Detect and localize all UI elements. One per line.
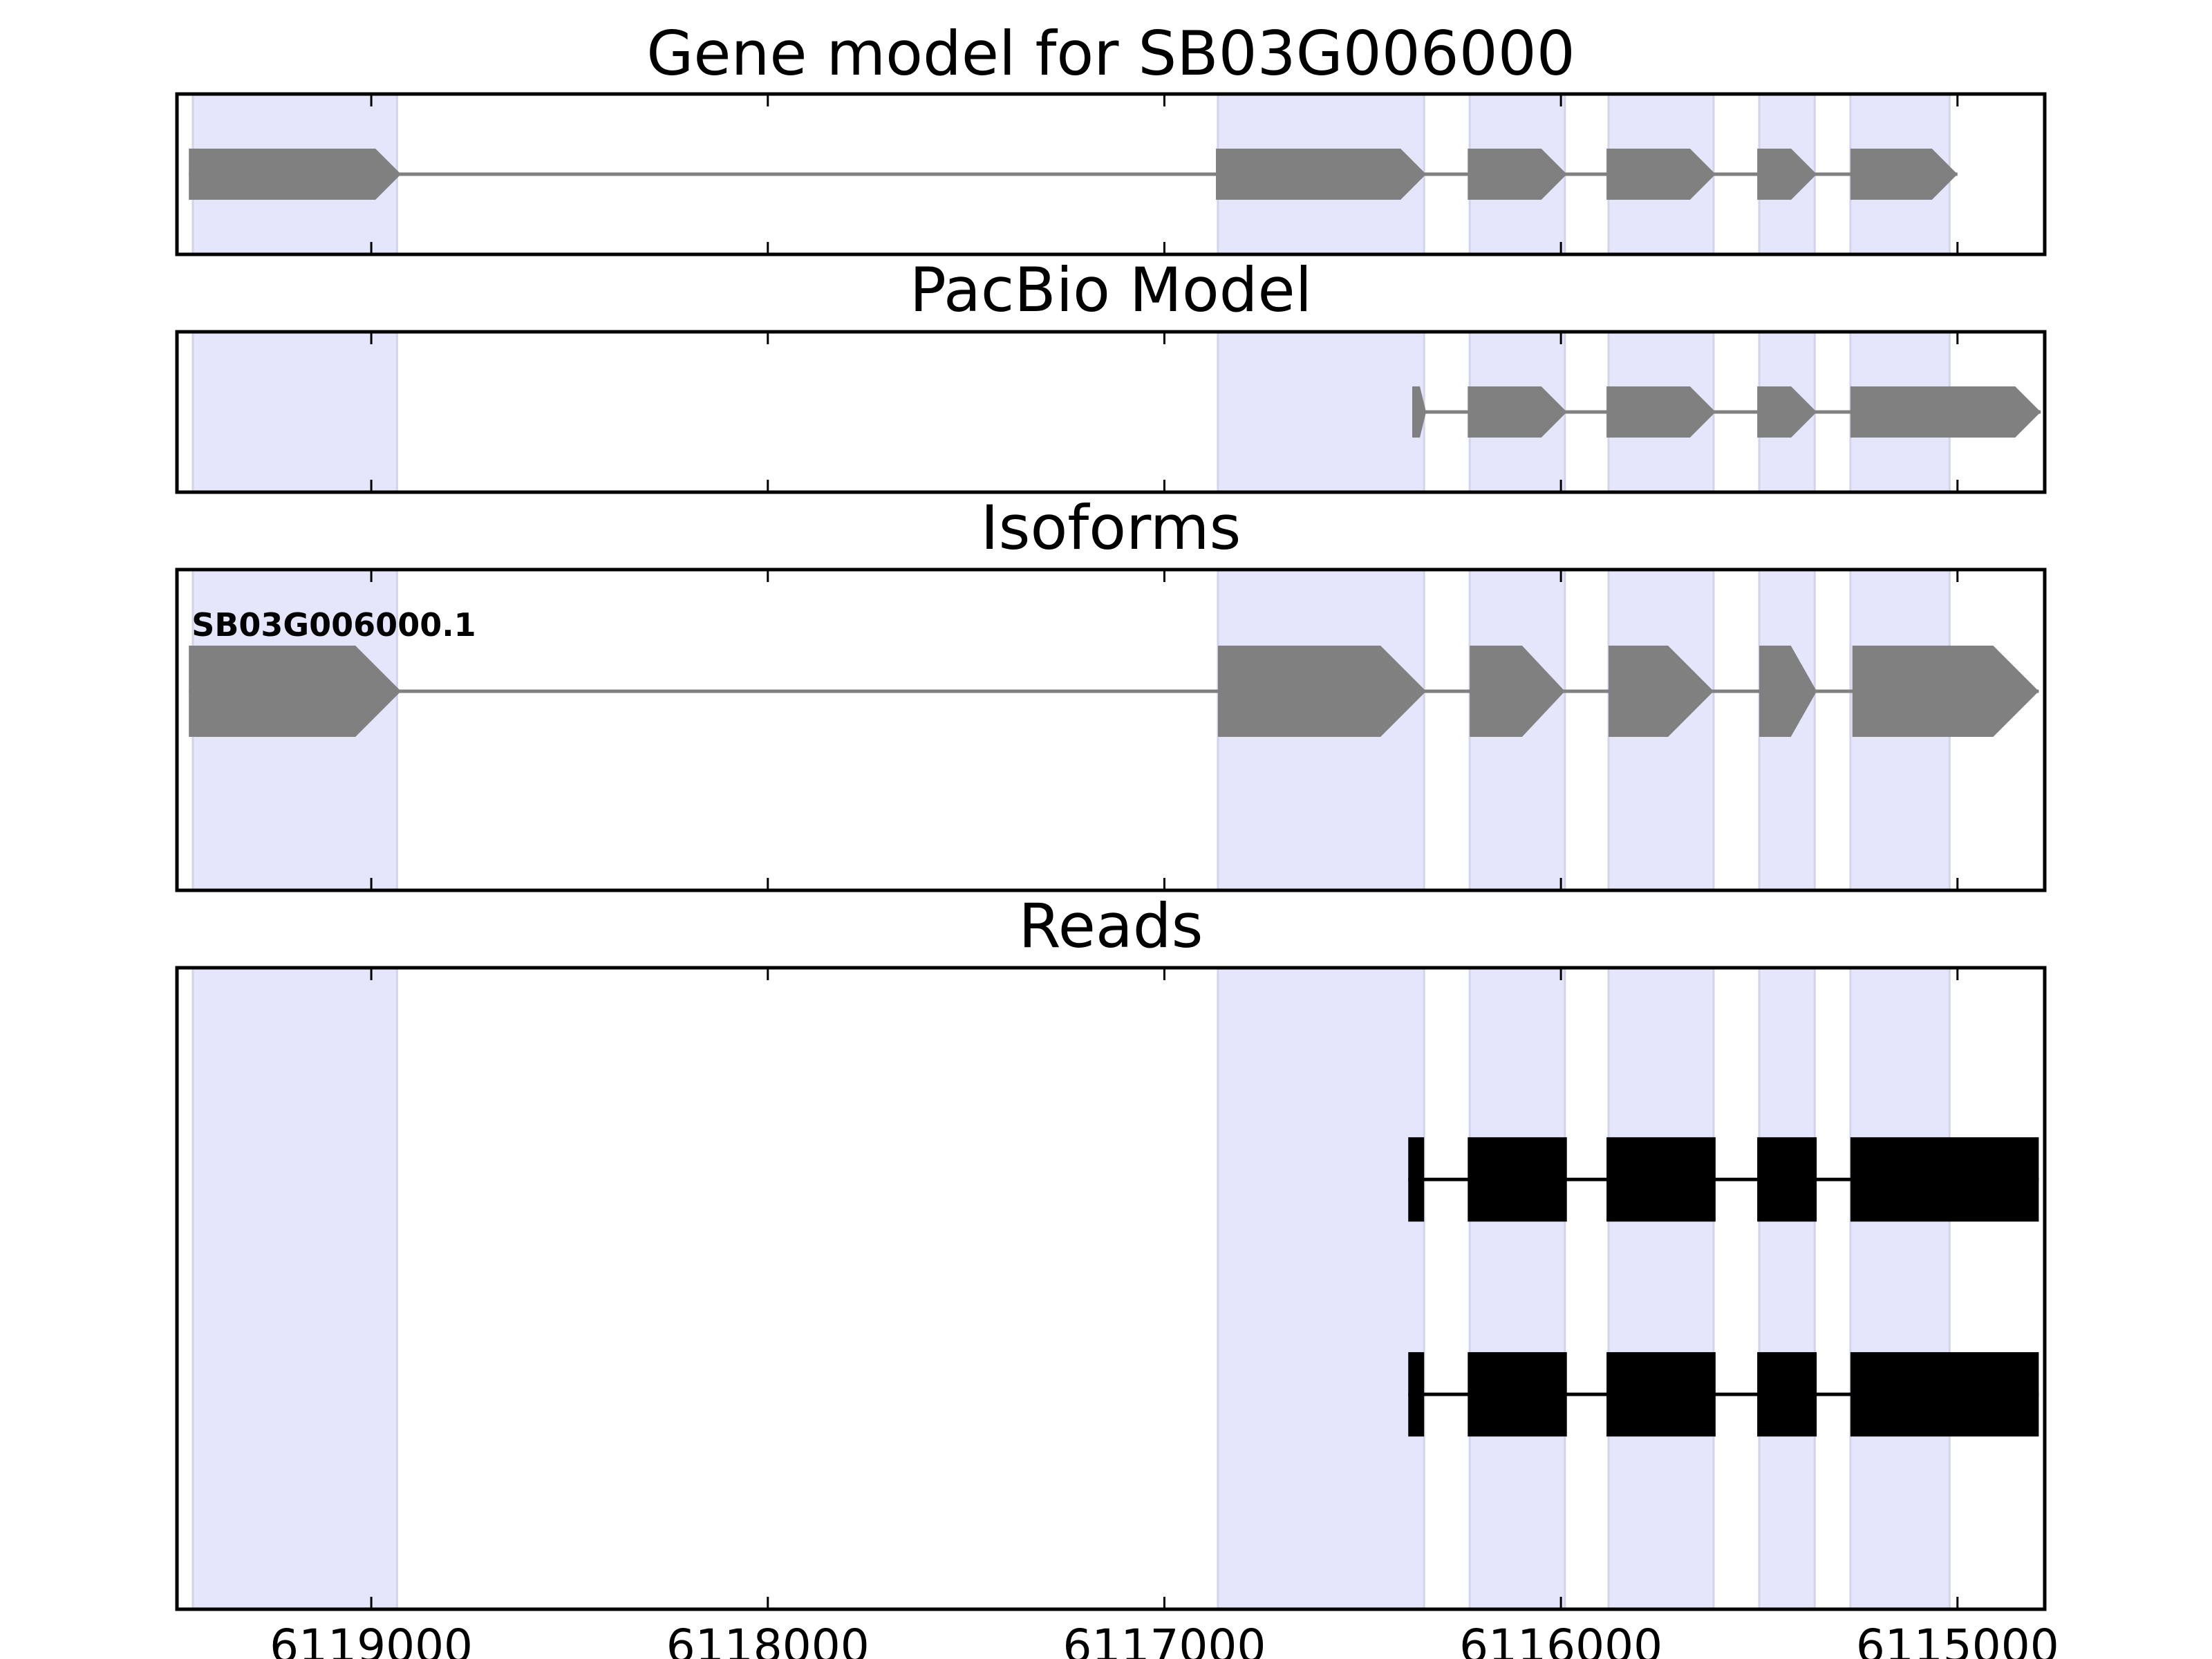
exon-arrow <box>1850 149 1958 200</box>
read-exon-block <box>1408 1137 1425 1222</box>
exon-arrow <box>1759 646 1817 737</box>
exon-arrow <box>1852 646 2039 737</box>
isoform-label: SB03G006000.1 <box>191 606 476 644</box>
highlight-region <box>1607 968 1715 1609</box>
read-exon-block <box>1757 1352 1817 1437</box>
read-exon-block <box>1606 1352 1716 1437</box>
x-tick-label: 6117000 <box>1062 1620 1266 1659</box>
panel-title: Reads <box>1019 890 1203 962</box>
exon-arrow <box>1606 149 1716 200</box>
exon-arrow <box>1216 149 1427 200</box>
panel-title: PacBio Model <box>910 254 1312 326</box>
axes-frame <box>175 568 2047 892</box>
axes-frame <box>175 330 2047 494</box>
x-tick-label: 6119000 <box>270 1620 473 1659</box>
plot-area <box>191 968 2039 1609</box>
plot-area <box>191 332 2041 492</box>
exon-arrow <box>1470 646 1565 737</box>
panel-model-0: Gene model for SB03G006000 <box>175 18 2047 256</box>
highlight-region <box>191 968 398 1609</box>
panel-reads-3: Reads 6119000 6118000 6117000 6116000 6115000 <box>175 890 2059 1659</box>
x-tick-label: 6116000 <box>1459 1620 1662 1659</box>
x-tick-label: 6118000 <box>666 1620 870 1659</box>
panel-title: Gene model for SB03G006000 <box>646 18 1575 89</box>
read-exon-block <box>1850 1137 2039 1222</box>
panel-title: Isoforms <box>981 492 1241 563</box>
exon-arrow <box>1757 149 1817 200</box>
read-exon-block <box>1408 1352 1425 1437</box>
read-exon-block <box>1757 1137 1817 1222</box>
exon-arrow <box>1850 386 2041 438</box>
exon-arrow <box>1608 646 1714 737</box>
read-exon-block <box>1468 1352 1567 1437</box>
highlight-region <box>1217 332 1425 492</box>
panel-model-1: PacBio Model <box>175 254 2047 494</box>
panel-isoform-2: Isoforms SB03G006000.1 <box>175 492 2047 892</box>
highlight-region <box>1217 968 1425 1609</box>
exon-arrow <box>1468 149 1567 200</box>
highlight-region <box>1468 968 1566 1609</box>
exon-arrow <box>1606 386 1716 438</box>
read-exon-block <box>1606 1137 1716 1222</box>
exon-arrow <box>189 149 402 200</box>
axes-frame <box>175 92 2047 256</box>
exon-arrow <box>1412 386 1427 438</box>
read-exon-block <box>1468 1137 1567 1222</box>
x-tick-label: 6115000 <box>1856 1620 2059 1659</box>
plot-area <box>189 94 1958 254</box>
exon-arrow <box>189 646 402 737</box>
exon-arrow <box>1757 386 1817 438</box>
axes-frame <box>175 966 2047 1611</box>
plot-area: SB03G006000.1 <box>189 570 2039 890</box>
exon-arrow <box>1217 646 1427 737</box>
highlight-region <box>1849 968 1951 1609</box>
highlight-region <box>1758 968 1816 1609</box>
highlight-region <box>191 332 398 492</box>
read-exon-block <box>1850 1352 2039 1437</box>
exon-arrow <box>1468 386 1567 438</box>
